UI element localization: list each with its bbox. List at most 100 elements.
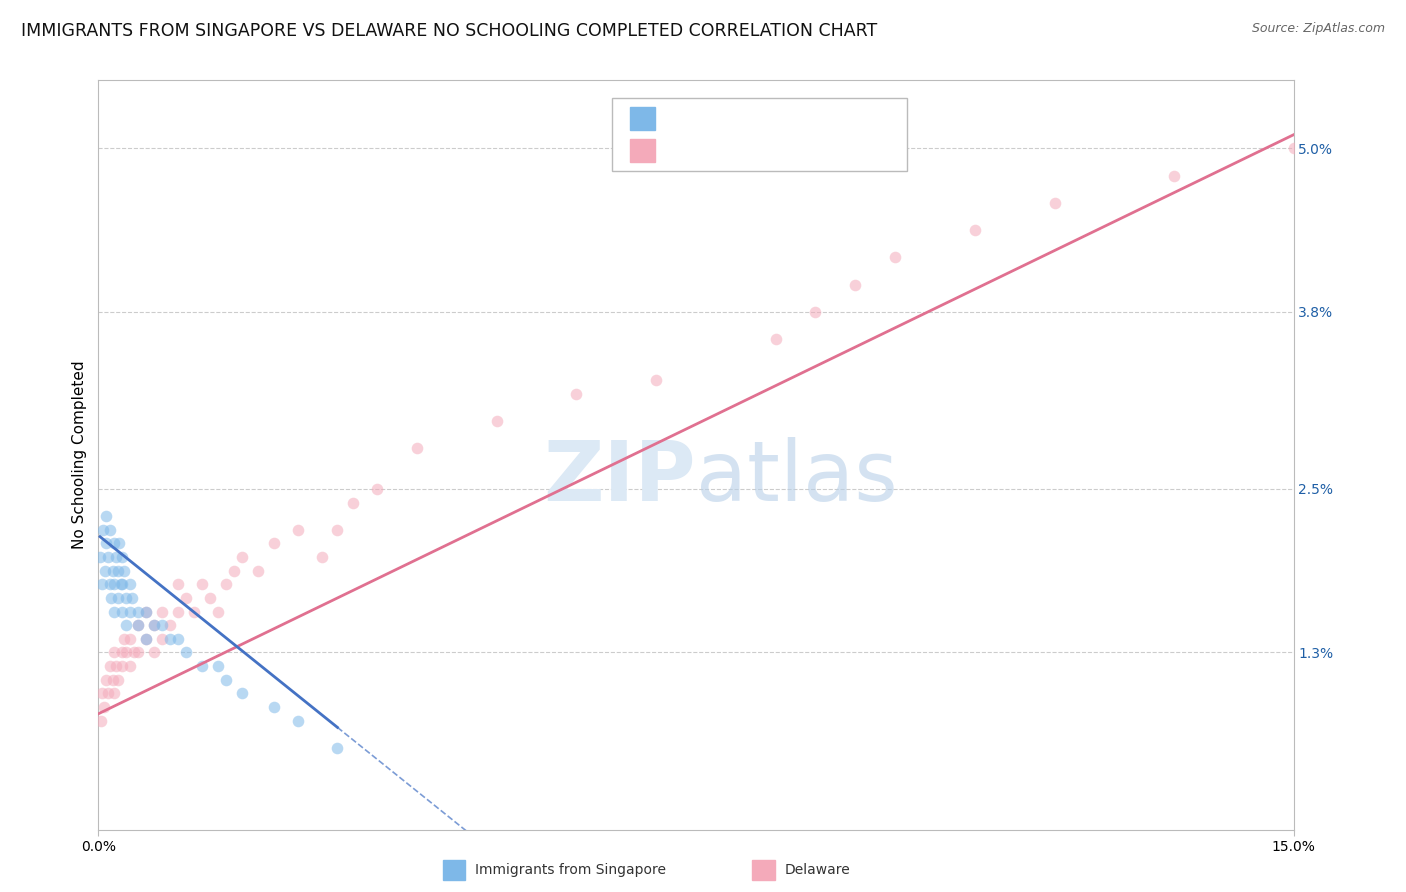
Point: [143, 618, 166, 632]
Point: [159, 618, 181, 632]
Point: [115, 645, 138, 659]
Text: IMMIGRANTS FROM SINGAPORE VS DELAWARE NO SCHOOLING COMPLETED CORRELATION CHART: IMMIGRANTS FROM SINGAPORE VS DELAWARE NO…: [21, 22, 877, 40]
Point: [326, 740, 349, 755]
Point: [1282, 141, 1305, 155]
Point: [198, 591, 221, 605]
Text: ZIP: ZIP: [544, 437, 696, 518]
Point: [96, 673, 118, 687]
Point: [406, 441, 429, 455]
Point: [150, 632, 173, 646]
Point: [342, 495, 364, 509]
Point: [287, 523, 309, 537]
Point: [127, 618, 149, 632]
Point: [98, 659, 122, 673]
Point: [150, 605, 173, 619]
Point: [120, 605, 142, 619]
Point: [135, 632, 157, 646]
Point: [174, 591, 197, 605]
Point: [311, 550, 333, 565]
Point: [96, 536, 118, 550]
Point: [485, 414, 508, 428]
Point: [115, 618, 138, 632]
Point: [963, 223, 986, 237]
Point: [98, 577, 121, 591]
Y-axis label: No Schooling Completed: No Schooling Completed: [72, 360, 87, 549]
Point: [135, 632, 157, 646]
Point: [111, 605, 134, 619]
Point: [263, 536, 285, 550]
Point: [114, 591, 136, 605]
Point: [108, 536, 131, 550]
Point: [135, 605, 157, 619]
Point: [143, 618, 166, 632]
Point: [366, 482, 388, 496]
Point: [135, 605, 157, 619]
Point: [103, 686, 125, 700]
Point: [326, 523, 349, 537]
Text: Immigrants from Singapore: Immigrants from Singapore: [475, 863, 666, 877]
Point: [97, 550, 120, 565]
Point: [207, 605, 229, 619]
Point: [183, 605, 205, 619]
Text: -0.280: -0.280: [695, 110, 752, 128]
Point: [844, 277, 866, 292]
Point: [127, 645, 149, 659]
Point: [124, 645, 146, 659]
Point: [91, 523, 114, 537]
Text: atlas: atlas: [696, 437, 897, 518]
Point: [120, 632, 142, 646]
Point: [1043, 195, 1066, 210]
Point: [98, 523, 122, 537]
Point: [231, 550, 253, 565]
Point: [246, 564, 269, 578]
Point: [804, 305, 827, 319]
Text: 0.511: 0.511: [695, 142, 752, 160]
Point: [107, 591, 129, 605]
Point: [215, 673, 238, 687]
Point: [263, 700, 285, 714]
Point: [91, 686, 114, 700]
Point: [101, 673, 124, 687]
Point: [90, 714, 112, 728]
Point: [143, 645, 166, 659]
Point: [94, 564, 117, 578]
Text: R =: R =: [664, 142, 703, 160]
Point: [103, 536, 125, 550]
Point: [104, 659, 127, 673]
Point: [127, 605, 149, 619]
Point: [97, 686, 120, 700]
Point: [111, 645, 134, 659]
Point: [565, 386, 588, 401]
Point: [111, 659, 134, 673]
Point: [167, 605, 190, 619]
Point: [93, 700, 115, 714]
Point: [215, 577, 238, 591]
Point: [100, 591, 122, 605]
Point: [101, 564, 124, 578]
Point: [96, 509, 118, 524]
Point: [127, 618, 149, 632]
Point: [1163, 169, 1185, 183]
Point: [167, 632, 190, 646]
Point: [89, 550, 111, 565]
Point: [103, 605, 125, 619]
Point: [121, 591, 143, 605]
Point: [167, 577, 190, 591]
Point: [191, 659, 214, 673]
Point: [111, 577, 134, 591]
Text: 44: 44: [801, 110, 824, 128]
Point: [645, 373, 668, 387]
Point: [159, 632, 181, 646]
Text: Source: ZipAtlas.com: Source: ZipAtlas.com: [1251, 22, 1385, 36]
Point: [191, 577, 214, 591]
Point: [884, 251, 907, 265]
Point: [104, 550, 127, 565]
Point: [107, 564, 129, 578]
Point: [207, 659, 229, 673]
Point: [90, 577, 112, 591]
Point: [107, 673, 129, 687]
Point: [110, 577, 132, 591]
Point: [287, 714, 309, 728]
Text: 56: 56: [801, 142, 824, 160]
Point: [231, 686, 253, 700]
